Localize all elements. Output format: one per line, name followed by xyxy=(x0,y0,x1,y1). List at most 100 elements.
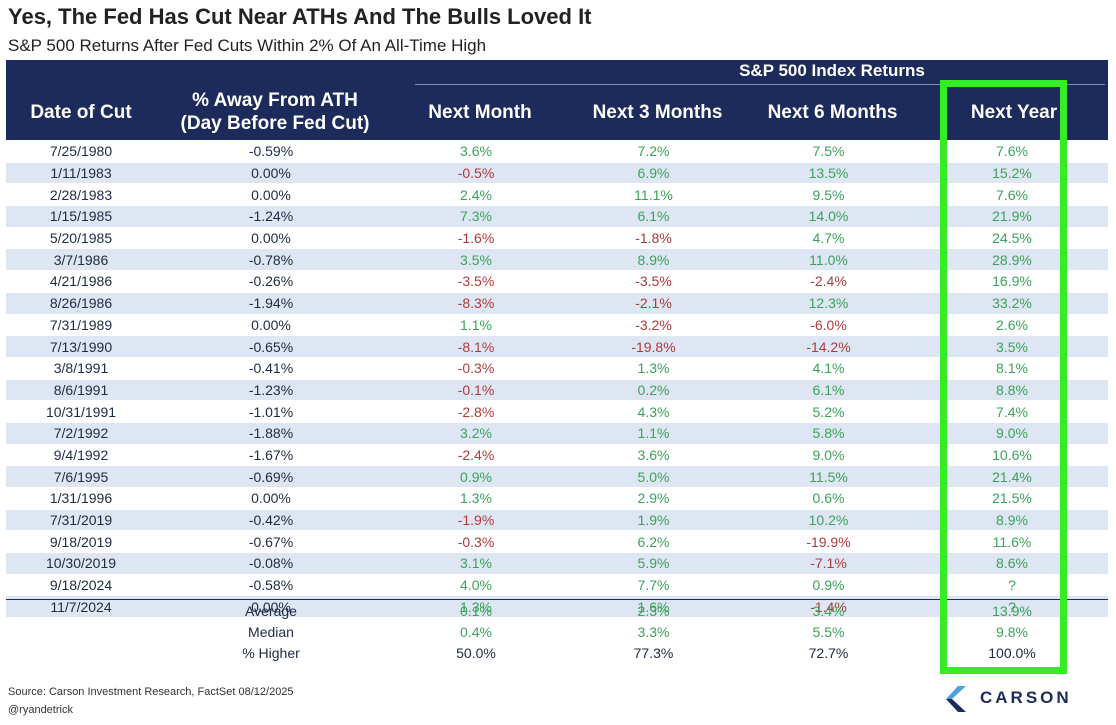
cell-return: 2.4% xyxy=(386,183,566,207)
table-header-band xyxy=(6,60,1108,140)
cell-return: 4.1% xyxy=(741,357,916,380)
cell-return: -1.4% xyxy=(741,595,916,619)
cell-return: -8.3% xyxy=(386,292,566,315)
cell-return: 7.6% xyxy=(916,141,1108,163)
cell-return: 7.7% xyxy=(566,574,741,597)
cell-return: -19.9% xyxy=(741,530,916,554)
table-row: 10/31/1991 -1.01% -2.8% 4.3% 5.2% 7.4% xyxy=(6,400,1108,423)
cell-return: 1.6% xyxy=(566,595,741,619)
cell-return: -2.8% xyxy=(386,400,566,423)
cell-return: 1.9% xyxy=(566,509,741,532)
cell-return: 3.6% xyxy=(566,444,741,467)
cell-return: 0.9% xyxy=(386,465,566,488)
cell-return: 3.5% xyxy=(916,335,1108,358)
summary-spacer xyxy=(6,642,156,663)
cell-return: 3.1% xyxy=(386,552,566,575)
group-header-rule xyxy=(415,84,1105,85)
chart-subtitle: S&P 500 Returns After Fed Cuts Within 2%… xyxy=(8,36,487,55)
cell-return: 7.3% xyxy=(386,205,566,228)
cell-return: 24.5% xyxy=(916,227,1108,250)
cell-return: -1.9% xyxy=(386,509,566,532)
cell-return: 6.2% xyxy=(566,530,741,554)
cell-return: 3.5% xyxy=(386,248,566,272)
cell-return: 3.2% xyxy=(386,422,566,445)
cell-date: 3/8/1991 xyxy=(6,357,156,380)
cell-date: 8/26/1986 xyxy=(6,292,156,315)
cell-return: 0.9% xyxy=(741,574,916,597)
cell-return: 11.1% xyxy=(566,183,741,207)
table-row: 8/6/1991 -1.23% -0.1% 0.2% 6.1% 8.8% xyxy=(6,379,1108,402)
cell-return: 9.0% xyxy=(741,444,916,467)
cell-ath: -0.59% xyxy=(156,141,386,163)
cell-return: 4.7% xyxy=(741,227,916,250)
cell-return: 15.2% xyxy=(916,162,1108,185)
cell-ath: -0.67% xyxy=(156,530,386,554)
cell-return: 6.1% xyxy=(566,205,741,228)
summary-divider xyxy=(6,599,1108,600)
cell-return: -3.5% xyxy=(386,270,566,293)
summary-row: Median 0.4% 3.3% 5.5% 9.8% xyxy=(6,621,1108,642)
col-header-next-3-months-line: Next 3 Months xyxy=(592,102,723,123)
cell-ath: 0.00% xyxy=(156,227,386,250)
cell-date: 7/25/1980 xyxy=(6,141,156,163)
source-note: Source: Carson Investment Research, Fact… xyxy=(8,686,294,698)
cell-return: 1.3% xyxy=(566,357,741,380)
cell-date: 10/31/1991 xyxy=(6,400,156,423)
table-row: 7/25/1980 -0.59% 3.6% 7.2% 7.5% 7.6% xyxy=(6,141,1108,163)
cell-return: 21.9% xyxy=(916,205,1108,228)
col-header-next-month: Next Month xyxy=(405,101,555,124)
cell-return: 8.1% xyxy=(916,357,1108,380)
cell-return: -6.0% xyxy=(741,314,916,337)
cell-return: 14.0% xyxy=(741,205,916,228)
cell-date: 7/13/1990 xyxy=(6,335,156,358)
col-header-ath-line-2: (Day Before Fed Cut) xyxy=(180,113,370,134)
cell-return: 5.8% xyxy=(741,422,916,445)
cell-return: 13.5% xyxy=(741,162,916,185)
cell-return: 33.2% xyxy=(916,292,1108,315)
cell-return: 7.4% xyxy=(916,400,1108,423)
cell-ath: -1.23% xyxy=(156,379,386,402)
cell-return: 4.3% xyxy=(566,400,741,423)
table-row: 10/30/2019 -0.08% 3.1% 5.9% -7.1% 8.6% xyxy=(6,552,1108,575)
cell-return: -2.4% xyxy=(386,444,566,467)
cell-date: 9/4/1992 xyxy=(6,444,156,467)
chart-title: Yes, The Fed Has Cut Near ATHs And The B… xyxy=(8,4,592,29)
summary-value: 72.7% xyxy=(808,644,849,661)
cell-return: 2.9% xyxy=(566,487,741,510)
table-row: 2/28/1983 0.00% 2.4% 11.1% 9.5% 7.6% xyxy=(6,183,1108,207)
cell-date: 7/31/1989 xyxy=(6,314,156,337)
cell-ath: -0.65% xyxy=(156,335,386,358)
cell-return: -0.3% xyxy=(386,530,566,554)
table-row: 4/21/1986 -0.26% -3.5% -3.5% -2.4% 16.9% xyxy=(6,270,1108,293)
col-header-next-year: Next Year xyxy=(940,101,1088,124)
cell-ath: -0.41% xyxy=(156,357,386,380)
col-header-next-month-line: Next Month xyxy=(428,102,532,123)
table-row: 7/31/1989 0.00% 1.1% -3.2% -6.0% 2.6% xyxy=(6,314,1108,337)
cell-return: 9.0% xyxy=(916,422,1108,445)
cell-date: 8/6/1991 xyxy=(6,379,156,402)
summary-label: Median xyxy=(248,623,294,640)
col-header-ath: % Away From ATH (Day Before Fed Cut) xyxy=(160,89,390,135)
cell-date: 7/2/1992 xyxy=(6,422,156,445)
cell-return: 0.2% xyxy=(566,379,741,402)
cell-return: -3.2% xyxy=(566,314,741,337)
cell-return: -1.8% xyxy=(566,227,741,250)
table-row: 3/7/1986 -0.78% 3.5% 8.9% 11.0% 28.9% xyxy=(6,248,1108,272)
summary-label: % Higher xyxy=(242,644,300,661)
cell-ath: -1.24% xyxy=(156,205,386,228)
cell-return: 1.1% xyxy=(386,314,566,337)
cell-return: 1.1% xyxy=(566,422,741,445)
cell-return: 16.9% xyxy=(916,270,1108,293)
cell-return: 5.2% xyxy=(741,400,916,423)
cell-return: 8.9% xyxy=(916,509,1108,532)
cell-return: -3.5% xyxy=(566,270,741,293)
col-header-next-6-months: Next 6 Months xyxy=(745,101,920,124)
cell-return: 11.6% xyxy=(916,530,1108,554)
cell-return: 21.4% xyxy=(916,465,1108,488)
cell-date: 7/6/1995 xyxy=(6,465,156,488)
carson-logo-text: CARSON xyxy=(980,688,1072,707)
cell-return: 4.0% xyxy=(386,574,566,597)
cell-return: -8.1% xyxy=(386,335,566,358)
carson-logo-icon xyxy=(946,686,966,712)
cell-return: 0.6% xyxy=(741,487,916,510)
